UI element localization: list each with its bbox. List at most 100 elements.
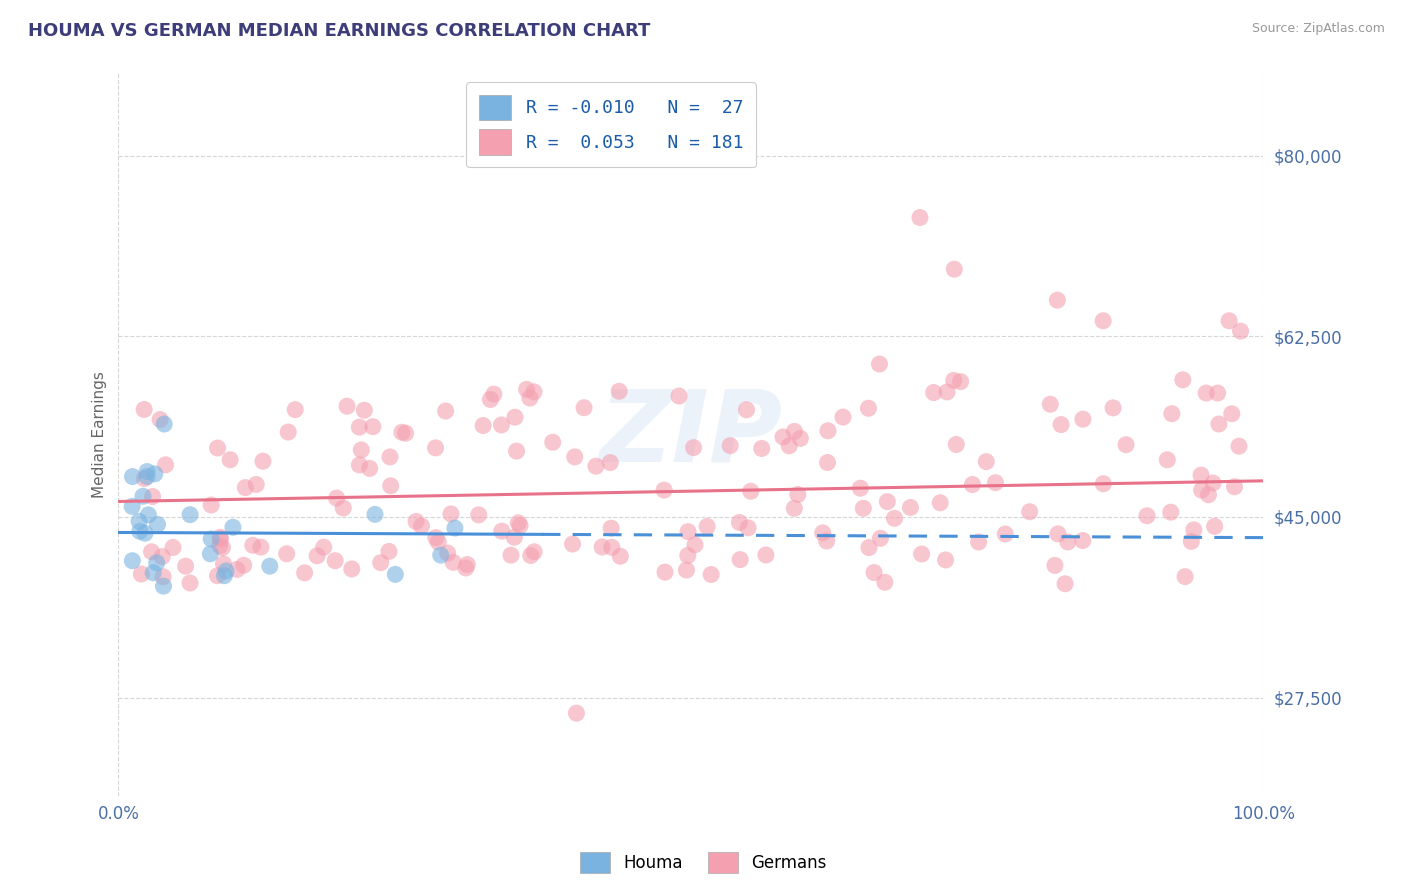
Point (131, 567, 153, 582)
Point (1050, 417, 1073, 432)
Point (962, 477, 984, 491)
Point (259, 559, 281, 574)
Point (174, 559, 197, 574)
Point (1180, 534, 1202, 549)
Point (353, 403, 375, 417)
Point (307, 549, 329, 563)
Point (1043, 558, 1066, 573)
Point (336, 399, 359, 413)
Point (1046, 293, 1069, 307)
Text: Source: ZipAtlas.com: Source: ZipAtlas.com (1251, 22, 1385, 36)
Point (444, 521, 467, 535)
Point (676, 549, 699, 563)
Point (683, 538, 706, 552)
Point (936, 384, 959, 399)
Point (832, 410, 855, 425)
Point (436, 546, 458, 560)
Point (200, 547, 222, 561)
Point (599, 456, 621, 470)
Point (479, 392, 502, 407)
Point (585, 459, 607, 474)
Point (1220, 407, 1243, 421)
Point (134, 402, 156, 417)
Point (312, 541, 335, 555)
Point (751, 442, 773, 456)
Point (454, 561, 477, 575)
Point (858, 541, 880, 555)
Point (541, 435, 564, 450)
Point (740, 484, 762, 499)
Point (323, 554, 346, 568)
Point (1092, 476, 1115, 491)
Point (929, 496, 952, 510)
Point (384, 567, 406, 582)
Point (472, 418, 495, 433)
Point (503, 530, 526, 544)
Point (654, 565, 676, 579)
Point (325, 491, 347, 505)
Point (676, 524, 699, 539)
Point (849, 481, 872, 495)
Point (179, 576, 201, 591)
Point (276, 547, 298, 561)
Point (162, 541, 184, 555)
Point (1189, 468, 1212, 483)
Legend: R = -0.010   N =  27, R =  0.053   N = 181: R = -0.010 N = 27, R = 0.053 N = 181 (465, 82, 755, 168)
Point (852, 501, 875, 516)
Point (600, 521, 623, 535)
Point (1174, 569, 1197, 583)
Point (817, 424, 839, 438)
Point (250, 540, 273, 554)
Point (200, 532, 222, 546)
Point (364, 508, 387, 522)
Point (967, 535, 990, 549)
Point (482, 387, 505, 401)
Point (815, 533, 838, 548)
Point (728, 552, 751, 566)
Point (1136, 508, 1159, 523)
Point (1039, 397, 1062, 411)
Point (1054, 576, 1077, 591)
Point (207, 568, 229, 582)
Point (735, 402, 758, 417)
Point (141, 545, 163, 559)
Point (900, 500, 922, 515)
Point (508, 516, 530, 530)
Point (215, 564, 238, 578)
Point (212, 557, 235, 571)
Point (1160, 505, 1182, 519)
Point (1223, 480, 1246, 494)
Point (811, 525, 834, 540)
Point (252, 454, 274, 468)
Point (505, 444, 527, 458)
Point (572, 401, 595, 415)
Point (128, 514, 150, 528)
Point (380, 479, 402, 493)
Point (1102, 401, 1125, 415)
Point (128, 524, 150, 539)
Point (561, 537, 583, 551)
Point (1071, 533, 1094, 548)
Point (211, 541, 233, 555)
Point (519, 391, 541, 405)
Point (440, 507, 463, 521)
Point (499, 548, 522, 562)
Point (503, 410, 526, 425)
Point (136, 469, 159, 483)
Point (1018, 505, 1040, 519)
Point (349, 420, 371, 434)
Point (1218, 314, 1240, 328)
Point (1227, 439, 1250, 453)
Point (378, 450, 401, 464)
Point (984, 475, 1007, 490)
Point (1229, 324, 1251, 338)
Point (994, 527, 1017, 541)
Point (1160, 407, 1182, 421)
Point (783, 501, 806, 516)
Point (945, 437, 967, 451)
Point (226, 562, 249, 576)
Point (332, 501, 354, 516)
Point (391, 425, 413, 440)
Point (411, 519, 433, 533)
Point (134, 472, 156, 486)
